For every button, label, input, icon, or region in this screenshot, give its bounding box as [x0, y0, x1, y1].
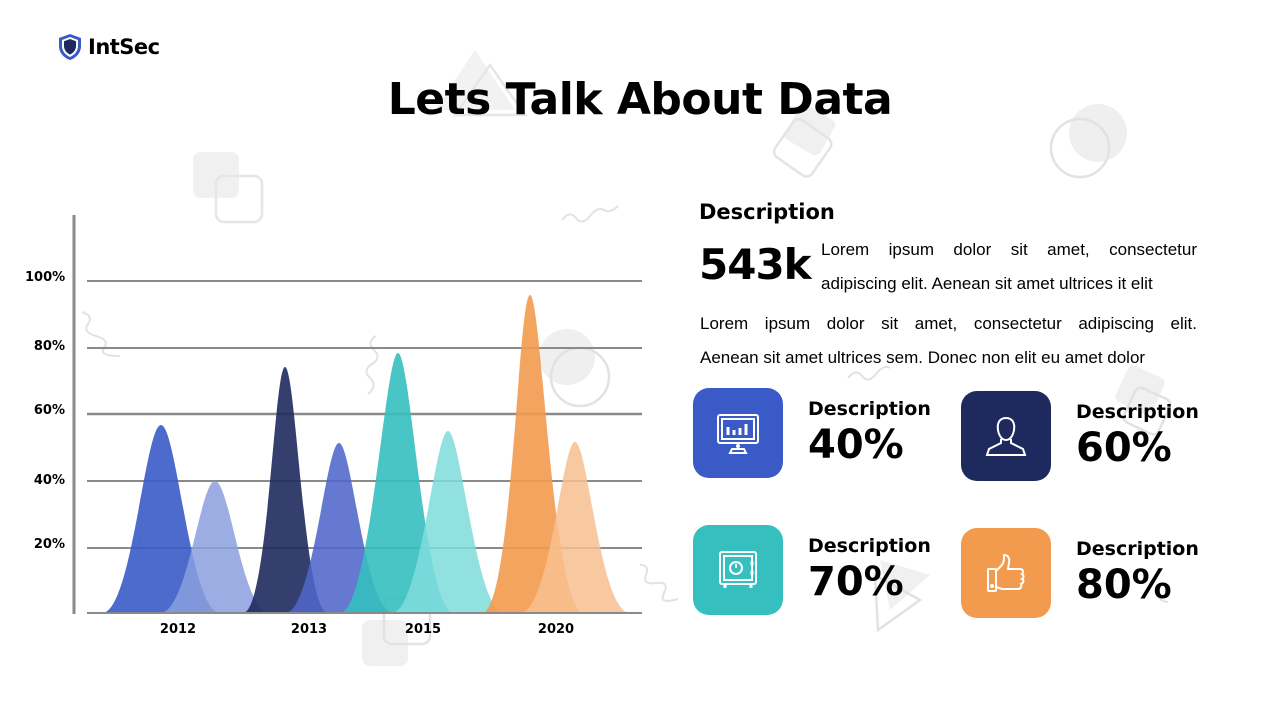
safe-icon	[719, 551, 757, 588]
y-tick-80: 80%	[33, 339, 65, 354]
summary-paragraph-1-line-2: adipiscing elit. Aenean sit amet ultrice…	[821, 274, 1153, 293]
y-tick-20: 20%	[33, 537, 65, 552]
summary-paragraph-1: Lorem ipsum dolor sit amet, consectetur …	[821, 233, 1197, 301]
stat-icon-box	[961, 528, 1051, 618]
stat-value: 40%	[808, 422, 904, 468]
summary-heading: Description	[699, 200, 835, 224]
stat-card-40: Description 40%	[693, 388, 931, 478]
x-tick-2013: 2013	[290, 622, 328, 637]
summary-big-number: 543k	[699, 240, 812, 289]
peak-2020-b	[520, 442, 630, 613]
user-icon	[985, 416, 1027, 456]
peak-2012-b	[160, 481, 270, 613]
summary-paragraph-2-line-2: Aenean sit amet ultrices sem. Donec non …	[700, 348, 1146, 367]
stat-icon-box	[693, 388, 783, 478]
stat-label: Description	[1076, 538, 1199, 560]
summary-paragraph-2: Lorem ipsum dolor sit amet, consectetur …	[700, 307, 1197, 375]
stat-card-80: Description 80%	[961, 528, 1199, 618]
summary-paragraph-1-line-1: Lorem ipsum dolor sit amet, consectetur	[821, 240, 1197, 259]
stat-value: 60%	[1076, 425, 1172, 471]
chart-plot-area	[72, 215, 642, 614]
x-tick-2015: 2015	[404, 622, 442, 637]
stat-label: Description	[808, 398, 931, 420]
thumbs-up-icon	[987, 553, 1025, 592]
y-tick-40: 40%	[33, 473, 65, 488]
peak-2013-a	[243, 367, 328, 613]
stat-card-60: Description 60%	[961, 391, 1199, 481]
shield-icon	[59, 34, 81, 60]
stat-value: 70%	[808, 559, 904, 605]
y-tick-60: 60%	[33, 403, 65, 418]
brand-logo: IntSec	[58, 33, 160, 61]
stat-icon-box	[961, 391, 1051, 481]
page-title: Lets Talk About Data	[387, 74, 893, 125]
x-tick-2020: 2020	[537, 622, 575, 637]
x-tick-2012: 2012	[159, 622, 197, 637]
summary-paragraph-2-line-1: Lorem ipsum dolor sit amet, consectetur …	[700, 314, 1197, 333]
stat-icon-box	[693, 525, 783, 615]
y-tick-100: 100%	[25, 270, 66, 285]
stat-label: Description	[1076, 401, 1199, 423]
brand-name: IntSec	[88, 35, 160, 59]
peak-2015-b	[392, 431, 504, 613]
stat-label: Description	[808, 535, 931, 557]
stat-value: 80%	[1076, 562, 1172, 608]
monitor-chart-icon	[717, 414, 759, 454]
stat-card-70: Description 70%	[693, 525, 931, 615]
